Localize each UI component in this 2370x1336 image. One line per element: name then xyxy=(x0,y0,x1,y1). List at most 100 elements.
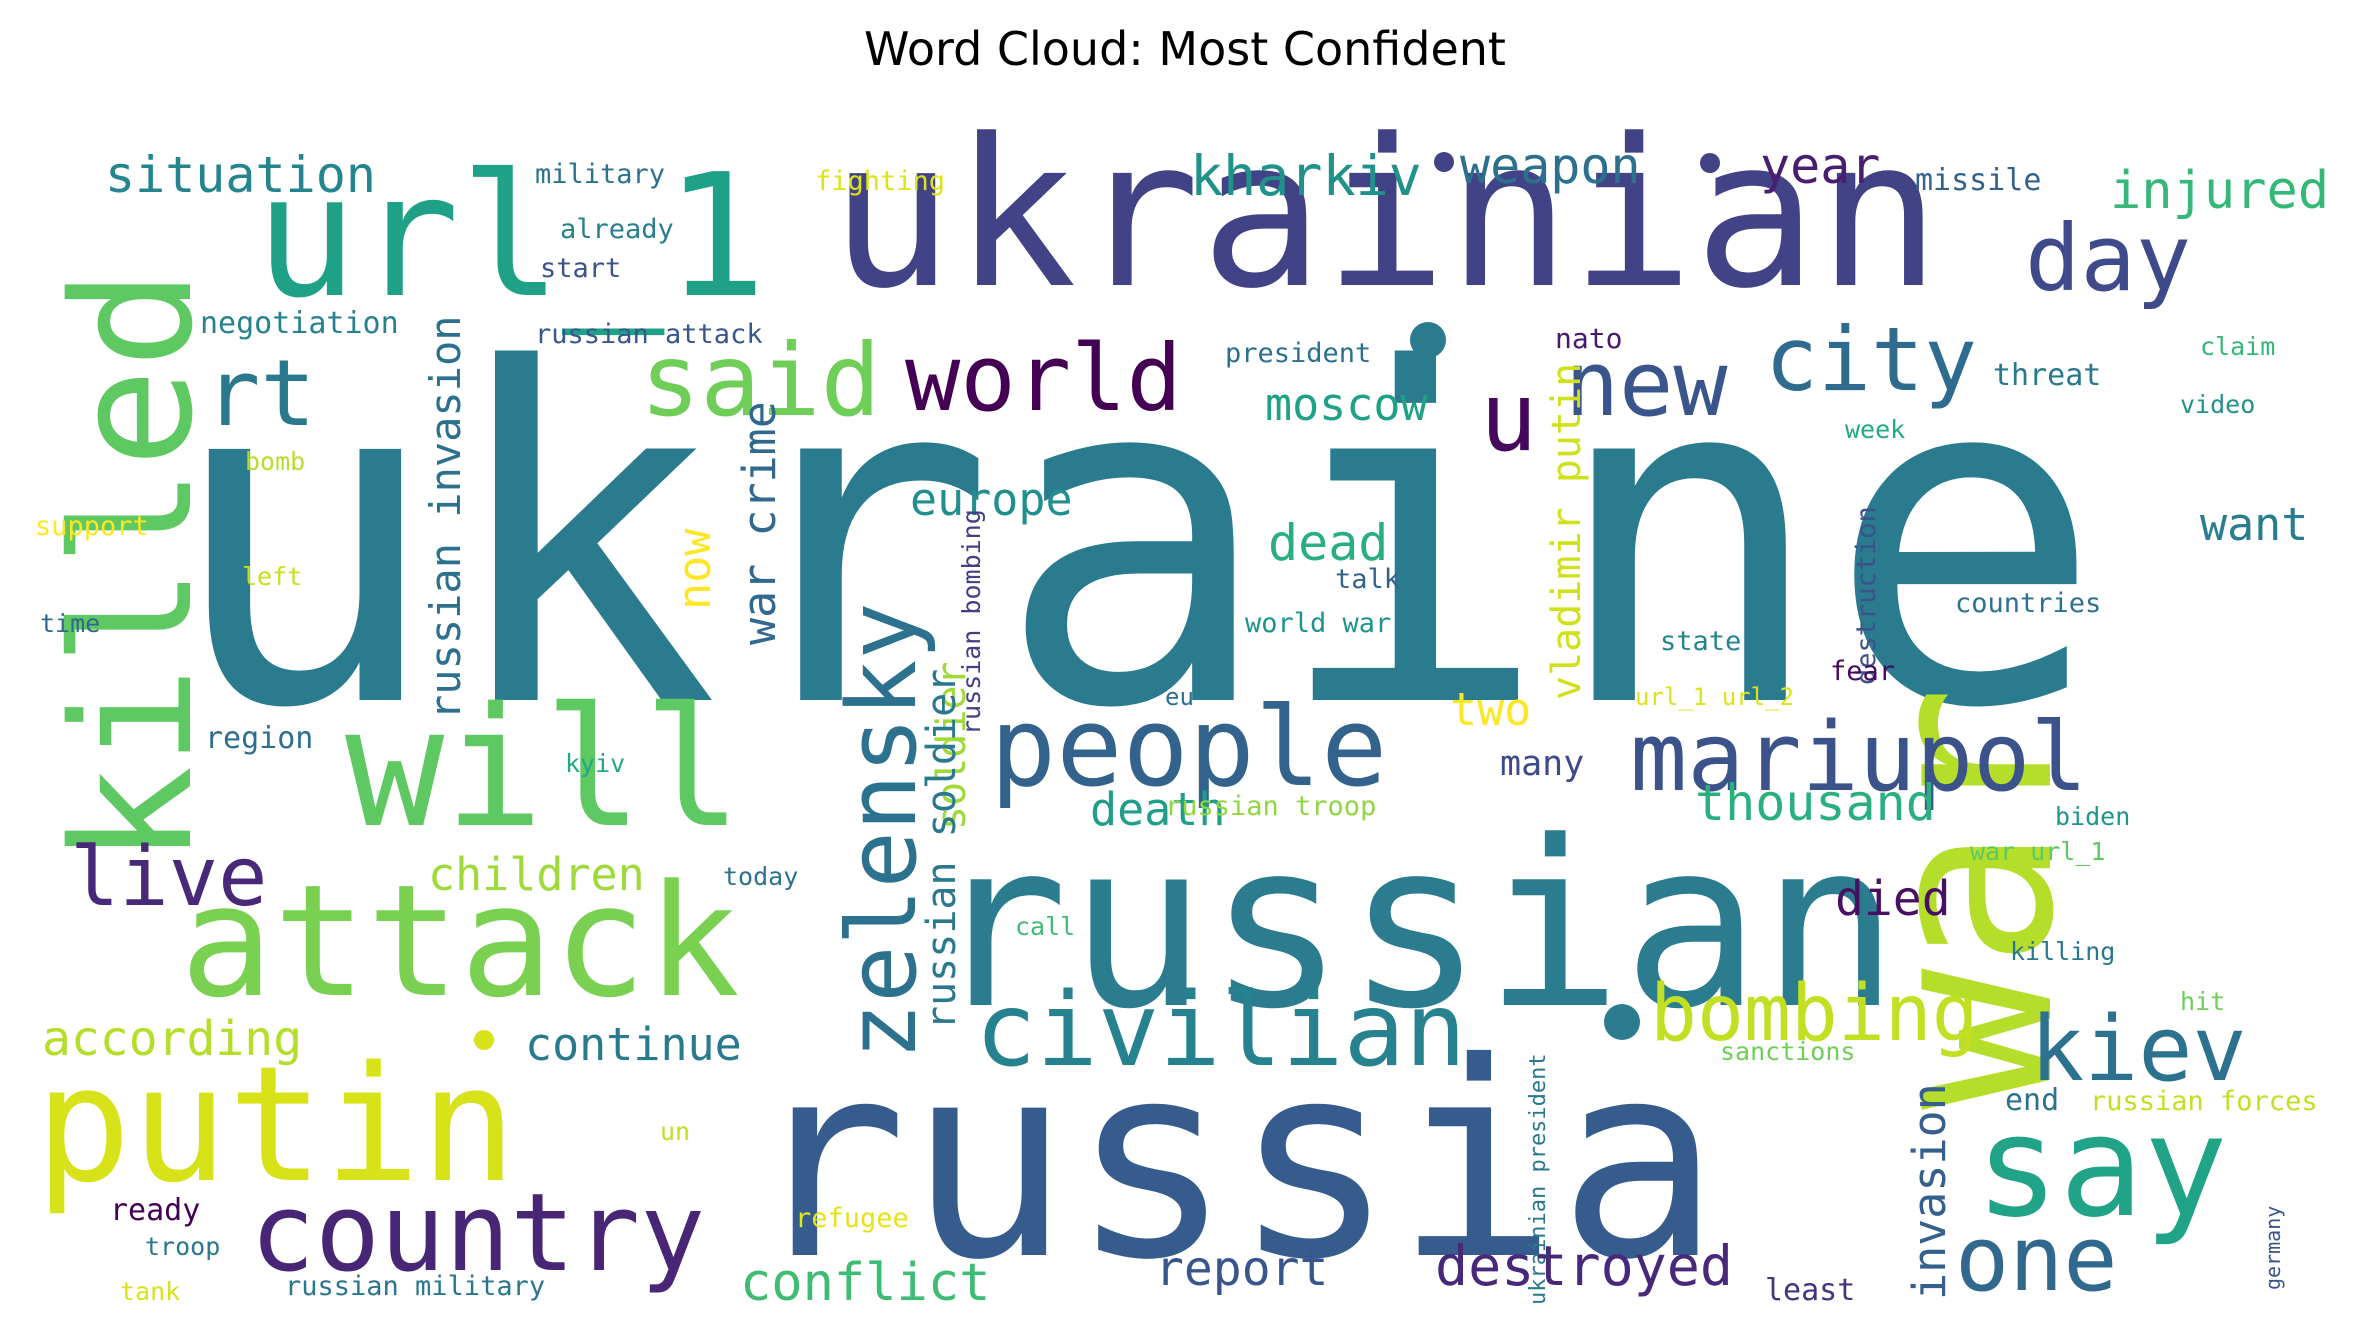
cloud-word: weapon xyxy=(1460,137,1641,195)
cloud-word: eu xyxy=(1165,683,1194,711)
cloud-word: troop xyxy=(145,1232,220,1261)
cloud-word: url_1 url_2 xyxy=(1635,683,1794,711)
cloud-word: bombing xyxy=(1650,969,1979,1059)
cloud-word: attack xyxy=(180,851,740,1032)
cloud-word: thousand xyxy=(1695,774,1936,832)
cloud-word: dead xyxy=(1268,514,1388,572)
cloud-word: destroyed xyxy=(1435,1234,1733,1298)
cloud-word: military xyxy=(535,159,665,190)
cloud-word: talk xyxy=(1335,564,1400,595)
word-cloud-dots xyxy=(474,152,1720,1050)
cloud-word: zelensky xyxy=(828,602,938,1060)
cloud-word: sanctions xyxy=(1720,1037,1855,1066)
cloud-word: say xyxy=(1975,1086,2228,1249)
cloud-word: conflict xyxy=(740,1253,990,1313)
cloud-word: video xyxy=(2180,390,2255,419)
cloud-word: now xyxy=(668,528,721,610)
cloud-word: europe xyxy=(910,473,1073,526)
cloud-word: russian xyxy=(930,793,1899,1060)
cloud-word: hit xyxy=(2180,987,2225,1016)
cloud-word: live xyxy=(70,830,267,925)
cloud-word: russian bombing xyxy=(957,509,986,735)
cloud-word: countries xyxy=(1955,588,2101,619)
cloud-word: fear xyxy=(1830,656,1895,687)
cloud-word: invasion xyxy=(1903,1083,1956,1300)
cloud-word: rt xyxy=(205,340,316,447)
cloud-word: country xyxy=(250,1171,705,1296)
cloud-word: ready xyxy=(110,1193,200,1228)
cloud-word: people xyxy=(990,683,1387,811)
cloud-word: biden xyxy=(2055,802,2130,831)
cloud-word: want xyxy=(2200,498,2308,551)
cloud-dot xyxy=(474,1030,494,1050)
cloud-word: soldier xyxy=(929,661,975,830)
cloud-word: un xyxy=(660,1117,690,1146)
cloud-word: injured xyxy=(2110,161,2329,221)
cloud-word: city xyxy=(1765,308,1977,411)
cloud-word: report xyxy=(1155,1241,1328,1297)
cloud-word: negotiation xyxy=(200,306,399,341)
cloud-word: support xyxy=(35,511,149,542)
cloud-word: least xyxy=(1765,1273,1855,1308)
cloud-dot xyxy=(1700,153,1720,173)
cloud-word: bomb xyxy=(245,447,305,476)
cloud-word: said xyxy=(640,322,881,439)
cloud-word: germany xyxy=(2261,1206,2285,1290)
cloud-word: vladimir putin xyxy=(1544,363,1590,700)
cloud-word: russian military xyxy=(285,1271,545,1302)
cloud-word: world war xyxy=(1245,608,1391,639)
cloud-word: state xyxy=(1660,626,1741,657)
cloud-word: ukrainian president xyxy=(1526,1053,1551,1305)
cloud-word: end xyxy=(2005,1083,2059,1118)
cloud-word: kiev xyxy=(2030,997,2247,1102)
cloud-word: fighting xyxy=(815,166,945,197)
cloud-word: russia xyxy=(745,1004,1720,1319)
chart-title: Word Cloud: Most Confident xyxy=(864,22,1506,76)
cloud-word: died xyxy=(1835,871,1951,927)
cloud-word: one xyxy=(1955,1207,2118,1312)
cloud-word: missile xyxy=(1915,163,2041,198)
cloud-word: day xyxy=(2025,205,2191,312)
cloud-word: russian forces xyxy=(2090,1086,2318,1117)
cloud-dot xyxy=(1604,1004,1640,1040)
cloud-word: russian troop xyxy=(1165,791,1376,822)
cloud-word: claim xyxy=(2200,332,2275,361)
cloud-word: tank xyxy=(120,1277,180,1306)
cloud-word: u xyxy=(1480,363,1537,473)
cloud-word: death xyxy=(1090,783,1225,836)
cloud-word: year xyxy=(1760,137,1880,195)
cloud-word: nato xyxy=(1555,322,1622,355)
cloud-word: week xyxy=(1845,415,1905,444)
cloud-word: region xyxy=(205,721,313,756)
cloud-word: continue xyxy=(525,1018,742,1071)
cloud-word: many xyxy=(1500,744,1584,784)
cloud-word: according xyxy=(42,1011,302,1067)
cloud-word: left xyxy=(242,562,302,591)
cloud-word: situation xyxy=(105,146,376,204)
cloud-word: killing xyxy=(2010,937,2115,966)
cloud-word: putin xyxy=(35,1031,517,1218)
cloud-word: will xyxy=(345,672,742,864)
cloud-word: kharkiv xyxy=(1190,144,1422,208)
cloud-word: war crime xyxy=(733,401,786,645)
cloud-word: destruction xyxy=(1851,506,1882,685)
cloud-word: world xyxy=(905,325,1182,432)
cloud-word: civilian xyxy=(975,971,1466,1090)
cloud-dot xyxy=(1410,322,1446,358)
cloud-word: mariupol xyxy=(1630,703,2088,813)
cloud-word: new xyxy=(1565,332,1728,437)
cloud-word: children xyxy=(428,848,645,901)
cloud-word: ukraine xyxy=(165,274,2104,809)
cloud-word: ukrainian xyxy=(830,96,1941,334)
cloud-word: russian soldier xyxy=(919,669,965,1030)
cloud-dot xyxy=(1434,152,1454,172)
cloud-word: url_1 xyxy=(255,138,767,336)
cloud-word: kyiv xyxy=(565,749,625,778)
cloud-word: time xyxy=(40,609,100,638)
cloud-word: call xyxy=(1015,912,1075,941)
cloud-word: already xyxy=(560,214,674,245)
cloud-word: killed xyxy=(37,269,229,865)
cloud-word: russian invasion xyxy=(421,315,470,720)
cloud-word: president xyxy=(1225,338,1371,369)
